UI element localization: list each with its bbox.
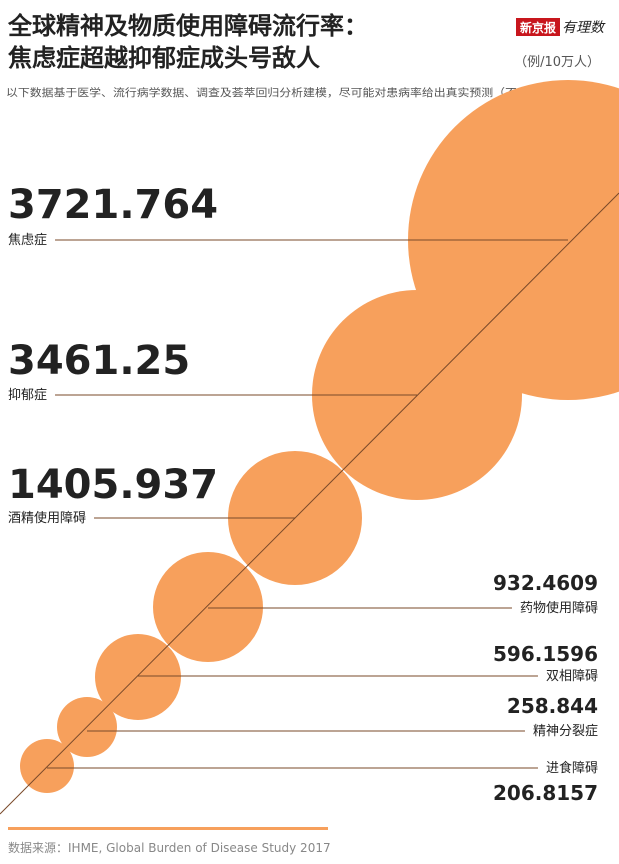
category-label: 药物使用障碍 xyxy=(520,600,598,616)
category-label: 精神分裂症 xyxy=(533,724,598,739)
value-label: 1405.937 xyxy=(8,462,218,508)
logo: 新京报 xyxy=(520,20,556,35)
bubble xyxy=(20,739,74,793)
category-label: 进食障碍 xyxy=(546,760,598,776)
logo-box xyxy=(516,18,560,36)
logo: 有理数 xyxy=(562,20,606,36)
category-label: 抑郁症 xyxy=(8,388,47,403)
category-label: 焦虑症 xyxy=(8,233,47,248)
value-label: 206.8157 xyxy=(493,781,598,805)
title-line: 焦虑症超越抑郁症成头号敌人 xyxy=(8,44,320,72)
title-line: 全球精神及物质使用障碍流行率： xyxy=(7,12,368,40)
value-label: 932.4609 xyxy=(493,571,598,595)
unit: （例/10万人） xyxy=(514,55,600,70)
value-label: 258.844 xyxy=(507,694,598,718)
subtitle: 以下数据基于医学、流行病学数据、调查及荟萃回归分析建模，尽可能对患病率给出真实预… xyxy=(6,86,612,99)
bubble xyxy=(95,634,181,720)
source: 数据来源：IHME, Global Burden of Disease Stud… xyxy=(8,840,331,855)
diagonal xyxy=(0,192,619,815)
value-label: 596.1596 xyxy=(493,642,598,666)
category-label: 酒精使用障碍 xyxy=(8,510,86,526)
bubble xyxy=(153,552,263,662)
value-label: 3721.764 xyxy=(8,182,218,228)
separator xyxy=(8,827,328,830)
value-label: 3461.25 xyxy=(8,338,190,384)
category-label: 双相障碍 xyxy=(546,669,598,684)
